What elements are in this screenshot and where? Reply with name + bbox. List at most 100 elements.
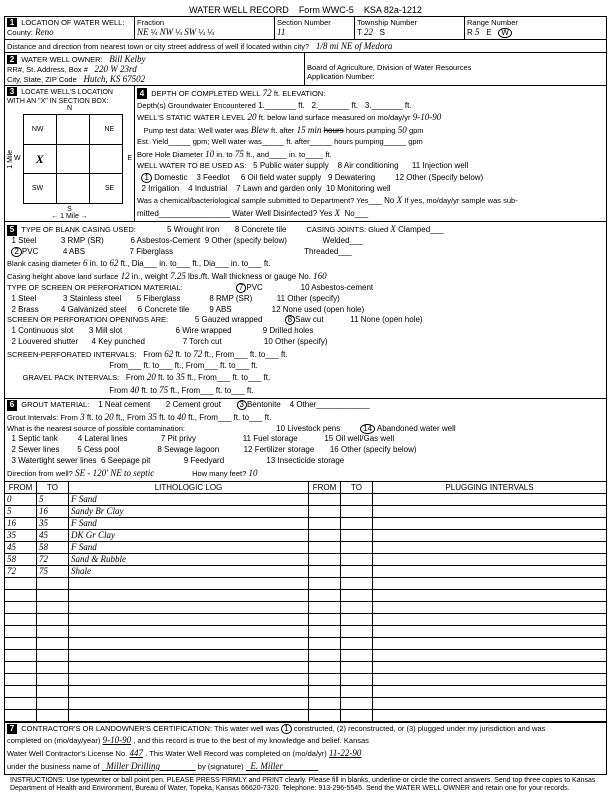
loc-header: LOCATION OF WATER WELL: xyxy=(21,18,124,27)
biz-name: Miller Drilling xyxy=(106,761,160,771)
owner-row: 2 WATER WELL OWNER: Bill Kelby RR#, St. … xyxy=(4,52,607,85)
distance-row: Distance and direction from nearest town… xyxy=(4,39,607,52)
gp-lbl: GRAVEL PACK INTERVALS: xyxy=(23,373,120,382)
table-row: 1635F Sand xyxy=(5,517,607,529)
mile-label: 1 Mile xyxy=(7,150,14,169)
owner-addr: 220 W 23rd xyxy=(95,64,137,74)
table-row xyxy=(5,625,607,637)
owner-header: WATER WELL OWNER: xyxy=(21,55,102,64)
cert-date2: 11-22-90 xyxy=(329,748,361,758)
form-title-row: WATER WELL RECORD Form WWC-5 KSA 82a-121… xyxy=(4,4,607,16)
county-val: Reno xyxy=(35,27,54,37)
domestic-circled: 1 xyxy=(141,173,151,183)
sec5-row: 5 TYPE OF BLANK CASING USED: 5 Wrought i… xyxy=(4,221,607,398)
signature: E. Miller xyxy=(250,761,283,771)
table-row xyxy=(5,601,607,613)
frac3: SW xyxy=(184,27,196,37)
form-no: Form WWC-5 xyxy=(299,5,354,15)
sec6-num: 6 xyxy=(7,400,17,411)
dir-val: SE - 120' NE to septic xyxy=(75,468,154,478)
sec6-header: GROUT MATERIAL: xyxy=(21,400,89,409)
rr-lbl: RR#, St. Address, Box # xyxy=(7,65,88,74)
th-to2: TO xyxy=(341,481,373,493)
feet-val: 10 xyxy=(249,468,258,478)
sawcut-circled: 8 xyxy=(285,315,295,325)
mile2-label: ← 1 Mile → xyxy=(7,213,132,220)
static-lbl: WELL'S STATIC WATER LEVEL xyxy=(137,113,245,122)
county-lbl: County: xyxy=(7,28,33,37)
table-row: 4558F Sand xyxy=(5,541,607,553)
table-row xyxy=(5,649,607,661)
owner-city: Hutch, KS 67502 xyxy=(83,74,145,84)
perf-pvc-circled: 7 xyxy=(236,283,246,293)
sec1-num: 1 xyxy=(7,18,17,27)
bore1: 10 xyxy=(205,149,214,159)
sec7-row: 7 CONTRACTOR'S OR LANDOWNER'S CERTIFICAT… xyxy=(4,722,607,775)
sec6-row: 6 GROUT MATERIAL: 1 Neat cement 2 Cement… xyxy=(4,398,607,481)
dist-val: 1/8 mi NE of Medora xyxy=(316,41,393,51)
compass-s: S xyxy=(7,206,132,213)
table-row xyxy=(5,709,607,721)
src-lbl: What is the nearest source of possible c… xyxy=(7,424,185,433)
sec3-header: LOCATE WELL'S LOCATION WITH AN "X" IN SE… xyxy=(7,89,113,105)
table-row xyxy=(5,613,607,625)
table-row xyxy=(5,637,607,649)
table-row xyxy=(5,589,607,601)
sec5-num: 5 xyxy=(7,225,17,236)
table-row: 05F Sand xyxy=(5,493,607,505)
constructed-circled: 1 xyxy=(281,724,291,734)
depth-val: 72 xyxy=(263,88,272,98)
static-val: 20 xyxy=(248,112,257,122)
use-lbl: WELL WATER TO BE USED AS: xyxy=(137,161,246,170)
cert-date1: 9-10-90 xyxy=(103,735,132,745)
sec3-4-row: 3 LOCATE WELL'S LOCATION WITH AN "X" IN … xyxy=(4,85,607,221)
section-box: NW NE W E X SW SE xyxy=(23,114,123,204)
fraction-lbl: Fraction xyxy=(137,18,164,27)
sec7-num: 7 xyxy=(7,724,17,735)
table-row: 3545DK Gr Clay xyxy=(5,529,607,541)
lithologic-log-table: FROM TO LITHOLOGIC LOG FROM TO PLUGGING … xyxy=(4,481,607,722)
form-page: WATER WELL RECORD Form WWC-5 KSA 82a-121… xyxy=(0,0,611,800)
sec2-num: 2 xyxy=(7,55,17,64)
th-from2: FROM xyxy=(309,481,341,493)
owner-name: Bill Kelby xyxy=(109,54,145,64)
location-row: 1 LOCATION OF WATER WELL: County: Reno F… xyxy=(4,16,607,39)
frac2: NW xyxy=(160,27,174,37)
table-row xyxy=(5,577,607,589)
th-to: TO xyxy=(37,481,69,493)
perf-lbl: TYPE OF SCREEN OR PERFORATION MATERIAL: xyxy=(7,283,183,292)
pvc-circled: 2 xyxy=(11,247,21,257)
form-ksa: KSA 82a-1212 xyxy=(364,5,422,15)
static-date: 9-10-90 xyxy=(413,112,442,122)
table-row xyxy=(5,685,607,697)
rng-w-circled: W xyxy=(498,28,512,38)
si-lbl: SCREEN-PERFORATED INTERVALS: xyxy=(7,350,137,359)
sec-val: 11 xyxy=(277,27,285,37)
lic-no: 447 xyxy=(129,748,143,758)
open-lbl: SCREEN OR PERFORATION OPENINGS ARE: xyxy=(7,315,168,324)
th-plug: PLUGGING INTERVALS xyxy=(373,481,607,493)
sec3-num: 3 xyxy=(7,87,17,96)
sec5-header: TYPE OF BLANK CASING USED: xyxy=(21,225,136,234)
frac1: NE xyxy=(137,27,149,37)
table-row xyxy=(5,661,607,673)
form-title: WATER WELL RECORD xyxy=(189,5,289,15)
rng-lbl: Range Number xyxy=(467,18,518,27)
cert-text: CONTRACTOR'S OR LANDOWNER'S CERTIFICATIO… xyxy=(21,724,279,733)
dist-lbl: Distance and direction from nearest town… xyxy=(7,42,309,51)
city-lbl: City, State, ZIP Code xyxy=(7,75,77,84)
table-row: 516Sandy Br Clay xyxy=(5,505,607,517)
board-lbl: Board of Agriculture, Division of Water … xyxy=(307,63,471,72)
gw-lbl: Depth(s) Groundwater Encountered xyxy=(137,101,256,110)
depth-lbl: DEPTH OF COMPLETED WELL xyxy=(151,89,260,98)
compass-n: N xyxy=(7,105,132,112)
rng-val: 5 xyxy=(475,27,480,37)
table-row xyxy=(5,697,607,709)
twp-lbl: Township Number xyxy=(357,18,417,27)
sec-lbl: Section Number xyxy=(277,18,331,27)
app-lbl: Application Number: xyxy=(307,72,375,81)
bore2: 75 xyxy=(235,149,244,159)
sec4-num: 4 xyxy=(137,88,147,99)
table-row: 5872Sand & Rubble xyxy=(5,553,607,565)
twp-val: 22 xyxy=(364,27,373,37)
